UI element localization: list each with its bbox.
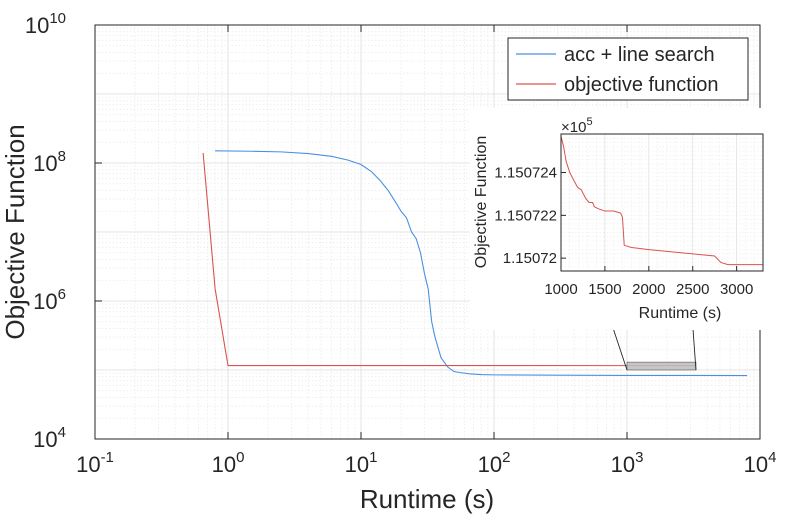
inset-axes: 1000 1500 2000 2500 3000 1.150721.1507221.15… <box>470 108 802 330</box>
main-x-tick-labels: 10-1 100 101 102 103 104 <box>76 449 776 477</box>
main-y-axis-label: Objective Function <box>0 124 30 339</box>
main-x-tick-label: 102 <box>478 449 511 477</box>
inset-series <box>560 136 763 266</box>
zoom-region-rect <box>626 361 697 371</box>
inset-ticks <box>560 172 738 271</box>
inset-y-tick-label: 1.150724 <box>494 165 557 182</box>
main-x-tick-label: 103 <box>611 449 644 477</box>
inset-x-tick-label: 1500 <box>588 281 621 298</box>
legend-box <box>507 37 749 101</box>
legend-label-objective-function: objective function <box>564 74 719 96</box>
inset-x-tick-label: 1000 <box>544 281 577 298</box>
main-y-tick-label: 108 <box>33 148 66 176</box>
inset-x-axis-label: Runtime (s) <box>639 305 722 322</box>
inset-x-tick-labels: 1000 1500 2000 2500 3000 <box>544 281 753 298</box>
main-y-tick-labels: 104 106 108 1010 <box>25 10 66 452</box>
main-x-tick-label: 100 <box>212 449 245 477</box>
main-x-tick-label: 104 <box>744 449 777 477</box>
main-x-axis-label: Runtime (s) <box>360 484 494 514</box>
inset-y-tick-label: 1.150722 <box>494 207 557 224</box>
main-y-tick-label: 1010 <box>25 10 66 38</box>
inset-x-tick-label: 2500 <box>676 281 709 298</box>
main-y-tick-label: 104 <box>33 424 66 452</box>
inset-y-tick-label: 1.15072 <box>503 250 557 267</box>
inset-y-axis-label: Objective Function <box>473 136 490 269</box>
main-series-line-acc-line-search <box>215 150 748 377</box>
inset-axes-box <box>560 133 764 272</box>
inset-y-multiplier: ×105 <box>561 116 593 136</box>
inset-series-line-objective-function <box>560 136 763 266</box>
legend-label-acc-line-search: acc + line search <box>564 44 715 66</box>
inset-y-tick-labels: 1.15072 1.150722 1.150724 <box>494 165 557 268</box>
main-x-tick-label: 10-1 <box>76 449 114 477</box>
main-y-tick-label: 106 <box>33 286 66 314</box>
inset-x-tick-label: 2000 <box>632 281 665 298</box>
main-x-tick-label: 101 <box>345 449 378 477</box>
inset-x-tick-label: 3000 <box>720 281 753 298</box>
main-series <box>202 150 748 377</box>
legend: acc + line search objective function <box>507 37 749 101</box>
